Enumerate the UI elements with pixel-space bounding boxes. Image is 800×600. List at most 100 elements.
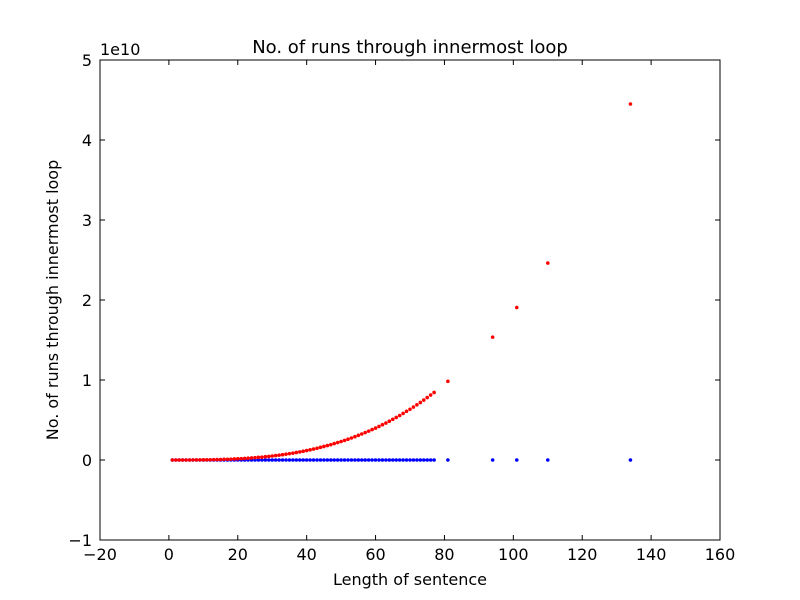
plot-frame: [99, 59, 721, 541]
point: [301, 449, 306, 454]
point: [270, 454, 275, 458]
point: [225, 457, 230, 462]
point: [370, 458, 374, 462]
point: [315, 446, 319, 451]
point: [287, 458, 292, 462]
point: [284, 458, 288, 462]
point: [349, 458, 354, 462]
point: [446, 458, 450, 462]
point: [384, 421, 388, 425]
point: [325, 443, 330, 448]
point: [349, 436, 354, 440]
point: [170, 458, 175, 462]
point: [353, 458, 357, 462]
point: [363, 458, 368, 462]
point: [280, 452, 285, 457]
point: [359, 458, 364, 462]
point: [490, 458, 495, 462]
point: [253, 455, 257, 460]
point: [198, 458, 202, 462]
point: [318, 445, 323, 450]
point: [328, 458, 333, 462]
point: [418, 400, 423, 405]
point: [322, 444, 326, 449]
point: [311, 447, 316, 451]
y-tick-label: 1: [82, 371, 92, 390]
point: [242, 456, 247, 461]
point: [425, 395, 430, 400]
point: [218, 457, 223, 462]
point: [401, 411, 405, 416]
point: [394, 415, 399, 420]
point: [387, 419, 392, 424]
point: [377, 424, 381, 429]
point: [291, 451, 295, 455]
point: [308, 458, 312, 462]
point: [408, 458, 412, 462]
point: [232, 457, 237, 461]
point: [315, 458, 319, 462]
point: [277, 458, 281, 462]
point: [201, 458, 206, 462]
x-tick-label: −20: [83, 545, 117, 564]
y-tick-label: 2: [82, 291, 92, 310]
point: [294, 450, 299, 455]
point: [266, 458, 271, 462]
point: [270, 458, 275, 462]
point: [273, 453, 278, 458]
point: [263, 458, 268, 462]
point: [366, 429, 371, 433]
point: [249, 456, 254, 460]
point: [370, 427, 374, 432]
point: [356, 433, 361, 438]
point: [387, 458, 392, 462]
x-axis-label: Length of sentence: [333, 570, 487, 589]
y-tick-label: 0: [82, 451, 92, 470]
point: [297, 458, 302, 462]
x-tick-label: 0: [164, 545, 174, 564]
x-tick-label: 40: [296, 545, 316, 564]
x-tick-label: 80: [434, 545, 454, 564]
point: [390, 417, 395, 422]
point: [404, 458, 409, 462]
point: [208, 457, 213, 462]
point: [490, 335, 495, 339]
y-axis-label: No. of runs through innermost loop: [43, 160, 62, 441]
point: [280, 458, 285, 462]
point: [246, 456, 250, 460]
point: [211, 457, 216, 462]
point: [411, 405, 416, 409]
point: [291, 458, 295, 462]
x-tick-label: 20: [228, 545, 248, 564]
point: [256, 455, 261, 460]
point: [297, 450, 302, 454]
point: [322, 458, 326, 462]
point: [191, 458, 195, 462]
x-tick-label: 100: [498, 545, 529, 564]
point: [628, 102, 633, 106]
point: [411, 458, 416, 462]
point: [332, 458, 337, 462]
point: [177, 458, 182, 462]
point: [425, 458, 430, 462]
point: [287, 451, 292, 456]
point: [311, 458, 316, 462]
point: [432, 390, 436, 395]
point: [339, 458, 343, 462]
point: [273, 458, 278, 462]
point: [335, 440, 340, 445]
x-tick-label: 120: [567, 545, 598, 564]
point: [545, 458, 550, 462]
point: [428, 458, 433, 462]
point: [373, 426, 378, 430]
point: [353, 434, 357, 439]
point: [380, 422, 385, 427]
point: [328, 442, 333, 447]
point: [260, 455, 264, 459]
point: [256, 458, 261, 462]
point: [628, 458, 633, 462]
point: [380, 458, 385, 462]
point: [318, 458, 323, 462]
point: [308, 448, 312, 452]
